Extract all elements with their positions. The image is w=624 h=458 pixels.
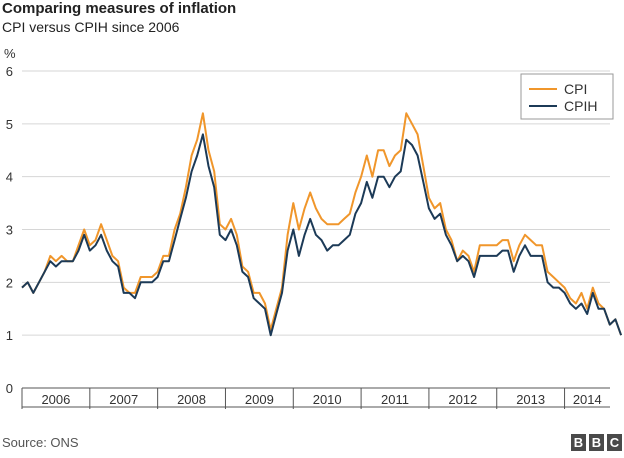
x-tick-label: 2012 xyxy=(448,392,477,407)
y-tick-label: 3 xyxy=(6,223,13,238)
logo-letter: C xyxy=(607,434,622,451)
bbc-logo: B B C xyxy=(571,434,622,451)
x-tick-label: 2006 xyxy=(41,392,70,407)
x-tick-label: 2010 xyxy=(313,392,342,407)
y-axis-ticks: 0 1 2 3 4 5 6 xyxy=(6,64,13,396)
x-tick-label: 2007 xyxy=(109,392,138,407)
x-tick-label: 2009 xyxy=(245,392,274,407)
series-line-cpih xyxy=(21,133,623,337)
y-tick-label: 1 xyxy=(6,328,13,343)
y-axis-label: % xyxy=(4,46,16,61)
series-line-cpi xyxy=(21,112,623,336)
y-tick-label: 6 xyxy=(6,64,13,79)
legend-label-cpi: CPI xyxy=(564,81,587,97)
chart-subtitle: CPI versus CPIH since 2006 xyxy=(2,19,180,35)
legend-box xyxy=(520,73,614,120)
y-tick-label: 0 xyxy=(6,381,13,396)
x-tick-label: 2014 xyxy=(573,392,602,407)
logo-letter: B xyxy=(589,434,604,451)
x-tick-label: 2011 xyxy=(381,392,409,407)
legend-label-cpih: CPIH xyxy=(564,98,597,114)
series-lines xyxy=(21,112,623,337)
gridlines xyxy=(22,70,610,389)
y-tick-label: 4 xyxy=(6,170,13,185)
legend: CPI CPIH xyxy=(520,73,614,120)
logo-letter: B xyxy=(571,434,586,451)
chart-title: Comparing measures of inflation xyxy=(2,0,237,17)
x-axis: 2006 2007 2008 2009 2010 2011 2012 2013 2014 xyxy=(21,388,610,409)
y-tick-label: 5 xyxy=(6,117,13,132)
y-tick-label: 2 xyxy=(6,275,13,290)
x-tick-label: 2013 xyxy=(516,392,545,407)
x-tick-label: 2008 xyxy=(177,392,206,407)
source-note: Source: ONS xyxy=(2,435,79,450)
